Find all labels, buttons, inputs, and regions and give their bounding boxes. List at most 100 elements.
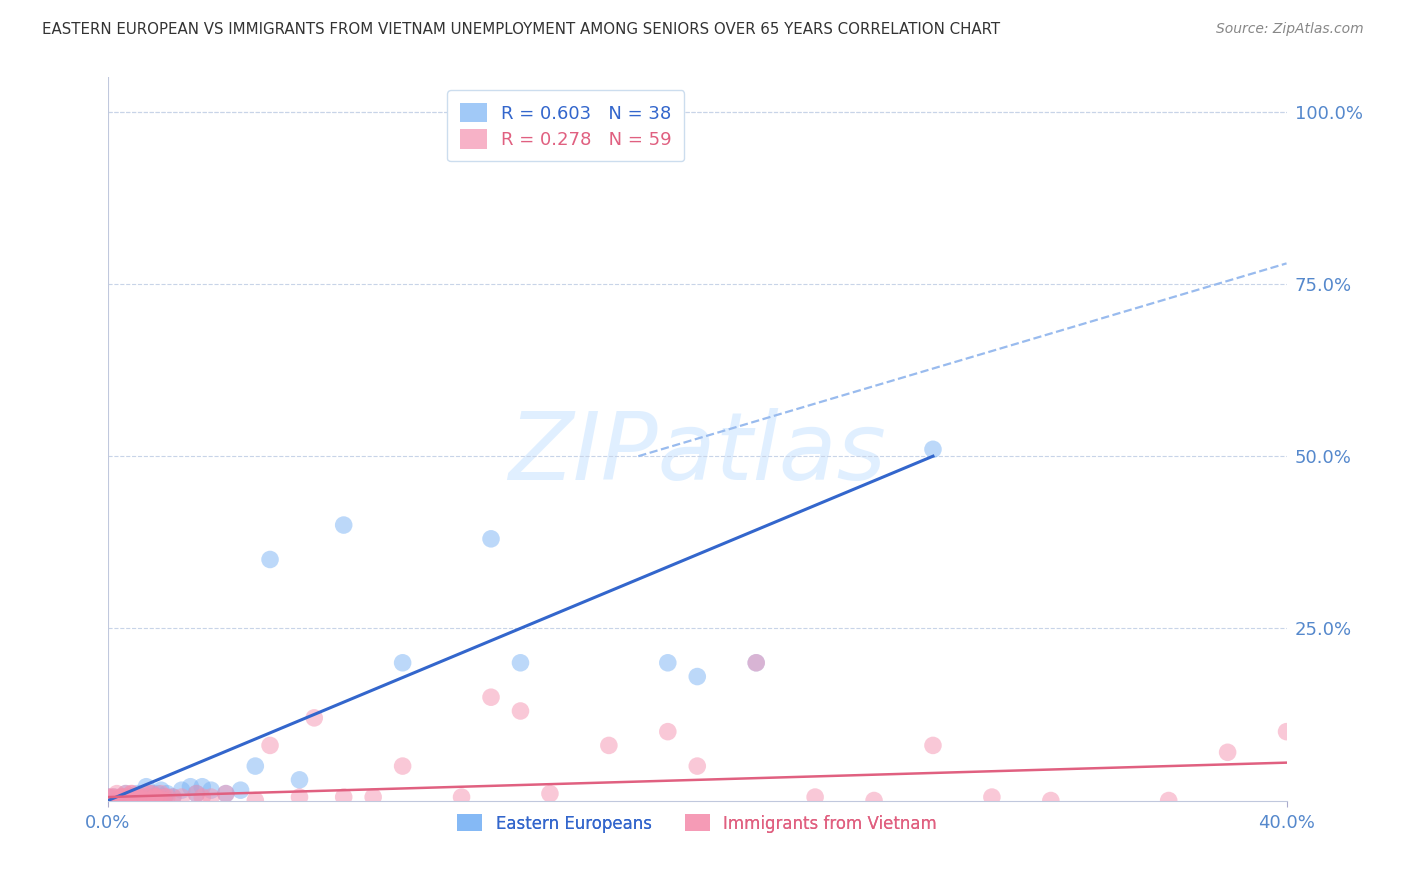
- Point: [450, 790, 472, 805]
- Point: [191, 780, 214, 794]
- Point: [391, 656, 413, 670]
- Point: [114, 787, 136, 801]
- Point: [170, 783, 193, 797]
- Point: [186, 787, 208, 801]
- Point: [259, 739, 281, 753]
- Point: [105, 787, 128, 801]
- Point: [117, 790, 139, 805]
- Point: [657, 656, 679, 670]
- Point: [135, 793, 157, 807]
- Point: [922, 739, 945, 753]
- Point: [745, 656, 768, 670]
- Point: [332, 790, 354, 805]
- Point: [509, 704, 531, 718]
- Point: [191, 790, 214, 805]
- Point: [146, 787, 169, 801]
- Point: [146, 790, 169, 805]
- Point: [132, 790, 155, 805]
- Point: [479, 532, 502, 546]
- Point: [863, 793, 886, 807]
- Point: [111, 790, 134, 805]
- Point: [509, 656, 531, 670]
- Point: [117, 790, 139, 805]
- Point: [980, 790, 1002, 805]
- Point: [105, 793, 128, 807]
- Point: [215, 787, 238, 801]
- Point: [1039, 793, 1062, 807]
- Point: [111, 790, 134, 805]
- Point: [103, 790, 125, 805]
- Point: [97, 790, 120, 805]
- Point: [1216, 745, 1239, 759]
- Point: [657, 724, 679, 739]
- Point: [150, 783, 173, 797]
- Point: [127, 790, 149, 805]
- Point: [229, 783, 252, 797]
- Point: [215, 787, 238, 801]
- Point: [108, 790, 131, 805]
- Point: [127, 787, 149, 801]
- Point: [143, 790, 166, 805]
- Point: [162, 790, 184, 805]
- Point: [103, 790, 125, 805]
- Point: [127, 790, 149, 805]
- Point: [135, 790, 157, 805]
- Text: Source: ZipAtlas.com: Source: ZipAtlas.com: [1216, 22, 1364, 37]
- Point: [745, 656, 768, 670]
- Point: [138, 790, 160, 805]
- Point: [114, 787, 136, 801]
- Text: EASTERN EUROPEAN VS IMMIGRANTS FROM VIETNAM UNEMPLOYMENT AMONG SENIORS OVER 65 Y: EASTERN EUROPEAN VS IMMIGRANTS FROM VIET…: [42, 22, 1000, 37]
- Point: [141, 787, 163, 801]
- Point: [124, 793, 146, 807]
- Point: [129, 790, 152, 805]
- Point: [538, 787, 561, 801]
- Point: [156, 787, 179, 801]
- Point: [138, 787, 160, 801]
- Point: [111, 790, 134, 805]
- Point: [153, 790, 176, 805]
- Legend: Eastern Europeans, Immigrants from Vietnam: Eastern Europeans, Immigrants from Vietn…: [451, 807, 943, 839]
- Point: [804, 790, 827, 805]
- Point: [686, 669, 709, 683]
- Point: [156, 790, 179, 805]
- Point: [332, 518, 354, 533]
- Point: [153, 793, 176, 807]
- Point: [121, 787, 143, 801]
- Point: [153, 790, 176, 805]
- Point: [129, 790, 152, 805]
- Point: [288, 790, 311, 805]
- Point: [302, 711, 325, 725]
- Point: [179, 780, 201, 794]
- Point: [288, 772, 311, 787]
- Text: ZIPatlas: ZIPatlas: [509, 408, 886, 499]
- Point: [150, 787, 173, 801]
- Point: [361, 790, 384, 805]
- Point: [97, 790, 120, 805]
- Point: [259, 552, 281, 566]
- Point: [1157, 793, 1180, 807]
- Point: [186, 787, 208, 801]
- Point: [922, 442, 945, 457]
- Point: [479, 690, 502, 705]
- Point: [170, 790, 193, 805]
- Point: [200, 790, 222, 805]
- Point: [141, 787, 163, 801]
- Point: [143, 790, 166, 805]
- Point: [124, 790, 146, 805]
- Point: [391, 759, 413, 773]
- Point: [121, 790, 143, 805]
- Point: [245, 793, 267, 807]
- Point: [1393, 793, 1406, 807]
- Point: [598, 739, 620, 753]
- Point: [200, 783, 222, 797]
- Point: [686, 759, 709, 773]
- Point: [162, 790, 184, 805]
- Point: [132, 787, 155, 801]
- Point: [143, 790, 166, 805]
- Point: [121, 787, 143, 801]
- Point: [1275, 724, 1298, 739]
- Point: [100, 790, 122, 805]
- Point: [245, 759, 267, 773]
- Point: [135, 780, 157, 794]
- Point: [1334, 793, 1357, 807]
